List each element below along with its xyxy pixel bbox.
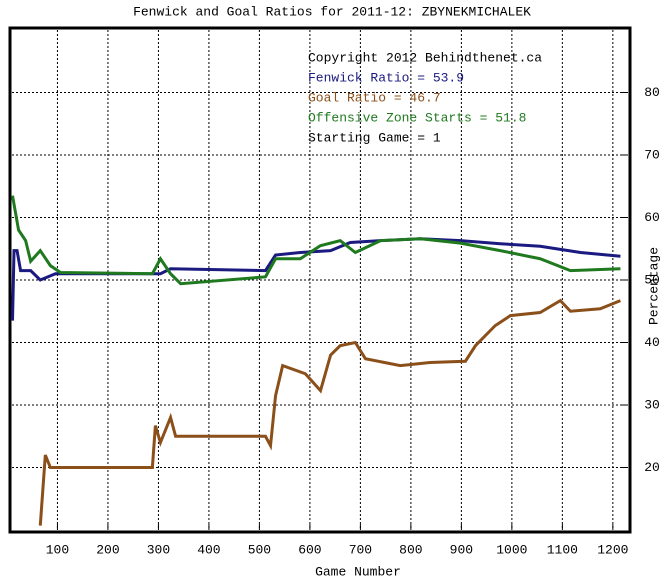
x-tick-label: 800 <box>399 542 422 557</box>
x-tick-label: 500 <box>248 542 271 557</box>
series-line <box>11 195 621 286</box>
legend-entry: Goal Ratio = 46.7 <box>308 90 441 105</box>
y-tick-label: 50 <box>644 272 660 287</box>
y-tick-label: 70 <box>644 147 660 162</box>
x-tick-label: 400 <box>197 542 220 557</box>
series-line <box>11 237 621 321</box>
chart-title: Fenwick and Goal Ratios for 2011-12: ZBY… <box>133 4 531 19</box>
plot-frame <box>8 26 632 534</box>
x-tick-label: 1200 <box>597 542 628 557</box>
y-tick-label: 20 <box>644 460 660 475</box>
x-tick-label: 600 <box>298 542 321 557</box>
legend-entry: Fenwick Ratio = 53.9 <box>308 70 464 85</box>
y-tick-label: 80 <box>644 85 660 100</box>
y-tick-label: 60 <box>644 210 660 225</box>
x-tick-label: 300 <box>147 542 170 557</box>
annotation: Starting Game = 1 <box>308 130 441 145</box>
x-axis-label: Game Number <box>315 564 401 579</box>
x-tick-label: 1000 <box>496 542 527 557</box>
legend-entry: Offensive Zone Starts = 51.8 <box>308 110 526 125</box>
x-tick-label: 1100 <box>547 542 578 557</box>
x-tick-label: 100 <box>46 542 69 557</box>
y-tick-label: 30 <box>644 397 660 412</box>
y-axis-label: Percentage <box>646 247 661 325</box>
x-tick-label: 200 <box>96 542 119 557</box>
y-tick-label: 40 <box>644 335 660 350</box>
x-tick-label: 900 <box>450 542 473 557</box>
series-line <box>38 298 621 526</box>
annotation: Copyright 2012 Behindthenet.ca <box>308 50 542 65</box>
x-tick-label: 700 <box>349 542 372 557</box>
